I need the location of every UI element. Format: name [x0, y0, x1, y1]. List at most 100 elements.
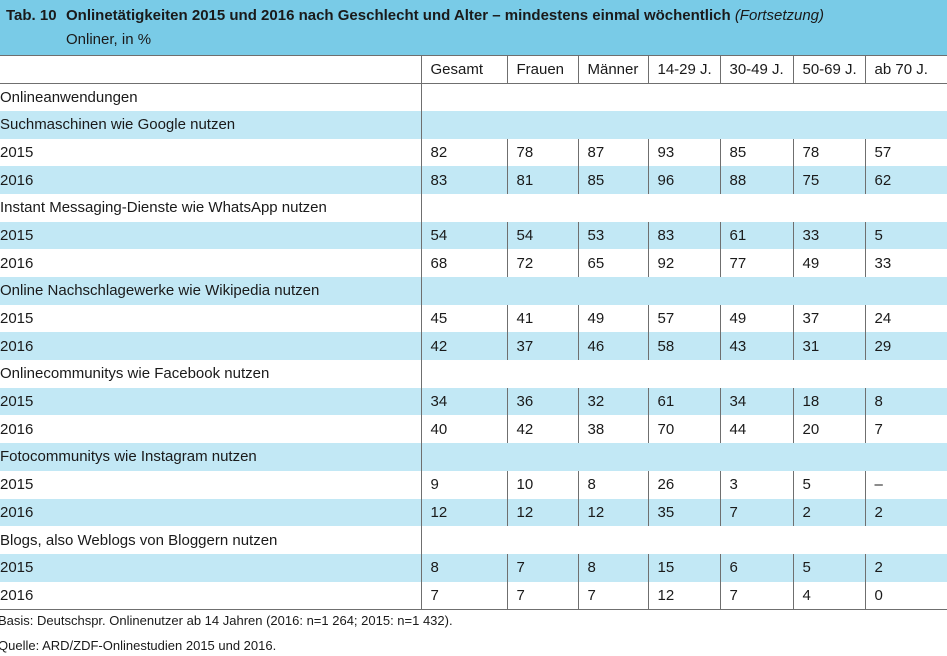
- value-cell: 37: [506, 332, 578, 361]
- value-cell: 85: [577, 166, 648, 194]
- value-cell: 0: [864, 581, 947, 610]
- value-cell: –: [864, 470, 947, 499]
- value-cell: 29: [864, 332, 947, 361]
- value-cell: 7: [719, 498, 793, 527]
- value-cell: 83: [420, 166, 507, 194]
- value-cell: 92: [647, 249, 720, 277]
- value-cell: 49: [792, 249, 865, 277]
- category-label: Suchmaschinen wie Google nutzen: [0, 116, 236, 134]
- category-label: Onlinecommunitys wie Facebook nutzen: [0, 365, 270, 383]
- value-cell: 40: [420, 415, 507, 444]
- year-label: 2016: [0, 503, 34, 521]
- table-header: Tab. 10 Onlinetätigkeiten 2015 und 2016 …: [0, 0, 947, 55]
- empty-cell: [420, 277, 947, 305]
- empty-cell: [420, 526, 947, 554]
- value-cell: 93: [647, 138, 720, 167]
- column-header: Frauen: [506, 55, 578, 84]
- value-cell: 2: [864, 498, 947, 527]
- value-cell: 9: [420, 470, 507, 499]
- value-cell: 32: [577, 387, 648, 416]
- value-cell: 54: [420, 221, 507, 250]
- empty-cell: [420, 443, 947, 471]
- value-cell: 31: [792, 332, 865, 361]
- column-header: 50-69 J.: [792, 55, 865, 84]
- value-cell: 12: [420, 498, 507, 527]
- value-cell: 26: [647, 470, 720, 499]
- value-cell: 70: [647, 415, 720, 444]
- empty-cell: [420, 360, 947, 388]
- value-cell: 45: [420, 304, 507, 333]
- value-cell: 7: [577, 581, 648, 610]
- year-label: 2016: [0, 581, 421, 610]
- category-label: Online Nachschlagewerke wie Wikipedia nu…: [0, 282, 320, 300]
- value-cell: 5: [792, 470, 865, 499]
- category-row: Blogs, also Weblogs von Bloggern nutzen: [0, 526, 947, 554]
- value-cell: 5: [792, 553, 865, 582]
- value-cell: 87: [577, 138, 648, 167]
- category-row: Online Nachschlagewerke wie Wikipedia nu…: [0, 277, 947, 305]
- value-cell: 3: [719, 470, 793, 499]
- value-cell: 34: [420, 387, 507, 416]
- value-cell: 18: [792, 387, 865, 416]
- value-cell: 7: [719, 581, 793, 610]
- value-cell: 8: [420, 553, 507, 582]
- table-row: 2016 7 7 7 12 7 4 0: [0, 581, 947, 610]
- value-cell: 61: [719, 221, 793, 250]
- column-header-row: Gesamt Frauen Männer 14-29 J. 30-49 J. 5…: [0, 55, 947, 84]
- value-cell: 35: [647, 498, 720, 527]
- value-cell: 33: [792, 221, 865, 250]
- empty-cell: [420, 83, 947, 111]
- table-row: 2016 83 81 85 96 88 75 62: [0, 166, 947, 194]
- year-label: 2016: [0, 254, 34, 272]
- table-row: 2016 42 37 46 58 43 31 29: [0, 332, 947, 361]
- value-cell: 75: [792, 166, 865, 194]
- category-label: Fotocommunitys wie Instagram nutzen: [0, 448, 257, 466]
- table-row: 2015 9 10 8 26 3 5–: [0, 470, 947, 499]
- value-cell: 57: [647, 304, 720, 333]
- table-number: Tab. 10: [6, 7, 57, 24]
- value-cell: 41: [506, 304, 578, 333]
- table-body: Onlineanwendungen Suchmaschinen wie Goog…: [0, 83, 947, 610]
- year-label: 2016: [0, 337, 34, 355]
- value-cell: 77: [719, 249, 793, 277]
- value-cell: 78: [506, 138, 578, 167]
- value-cell: 58: [647, 332, 720, 361]
- value-cell: 15: [647, 553, 720, 582]
- year-label: 2015: [0, 310, 34, 328]
- value-cell: 54: [506, 221, 578, 250]
- value-cell: 49: [719, 304, 793, 333]
- year-label: 2016: [0, 420, 34, 438]
- value-cell: 49: [577, 304, 648, 333]
- value-cell: 43: [719, 332, 793, 361]
- value-cell: 33: [864, 249, 947, 277]
- empty-cell: [420, 110, 947, 139]
- category-row: Onlinecommunitys wie Facebook nutzen: [0, 360, 947, 388]
- category-label: Blogs, also Weblogs von Bloggern nutzen: [0, 531, 278, 549]
- value-cell: 12: [577, 498, 648, 527]
- value-cell: 65: [577, 249, 648, 277]
- year-label: 2015: [0, 559, 34, 577]
- value-cell: 24: [864, 304, 947, 333]
- value-cell: 34: [719, 387, 793, 416]
- value-cell: 78: [792, 138, 865, 167]
- table-row: 2015 34 36 32 61 34 18 8: [0, 387, 947, 416]
- year-label: 2015: [0, 226, 34, 244]
- column-header: ab 70 J.: [864, 55, 947, 84]
- value-cell: 4: [792, 581, 865, 610]
- table-row: 2016 68 72 65 92 77 49 33: [0, 249, 947, 277]
- value-cell: 42: [420, 332, 507, 361]
- year-label: 2015: [0, 476, 34, 494]
- table-row: 2015 54 54 53 83 61 33 5: [0, 221, 947, 250]
- year-label: 2015: [0, 143, 34, 161]
- section-row: Onlineanwendungen: [0, 83, 947, 111]
- value-cell: 57: [864, 138, 947, 167]
- value-cell: 72: [506, 249, 578, 277]
- value-cell: 61: [647, 387, 720, 416]
- column-header: Gesamt: [420, 55, 507, 84]
- value-cell: 12: [506, 498, 578, 527]
- value-cell: 8: [577, 553, 648, 582]
- footnote-basis: Basis: Deutschspr. Onlinenutzer ab 14 Ja…: [0, 613, 453, 628]
- continuation-note: (Fortsetzung): [734, 7, 825, 24]
- value-cell: 8: [864, 387, 947, 416]
- table-subtitle: Onliner, in %: [66, 31, 152, 48]
